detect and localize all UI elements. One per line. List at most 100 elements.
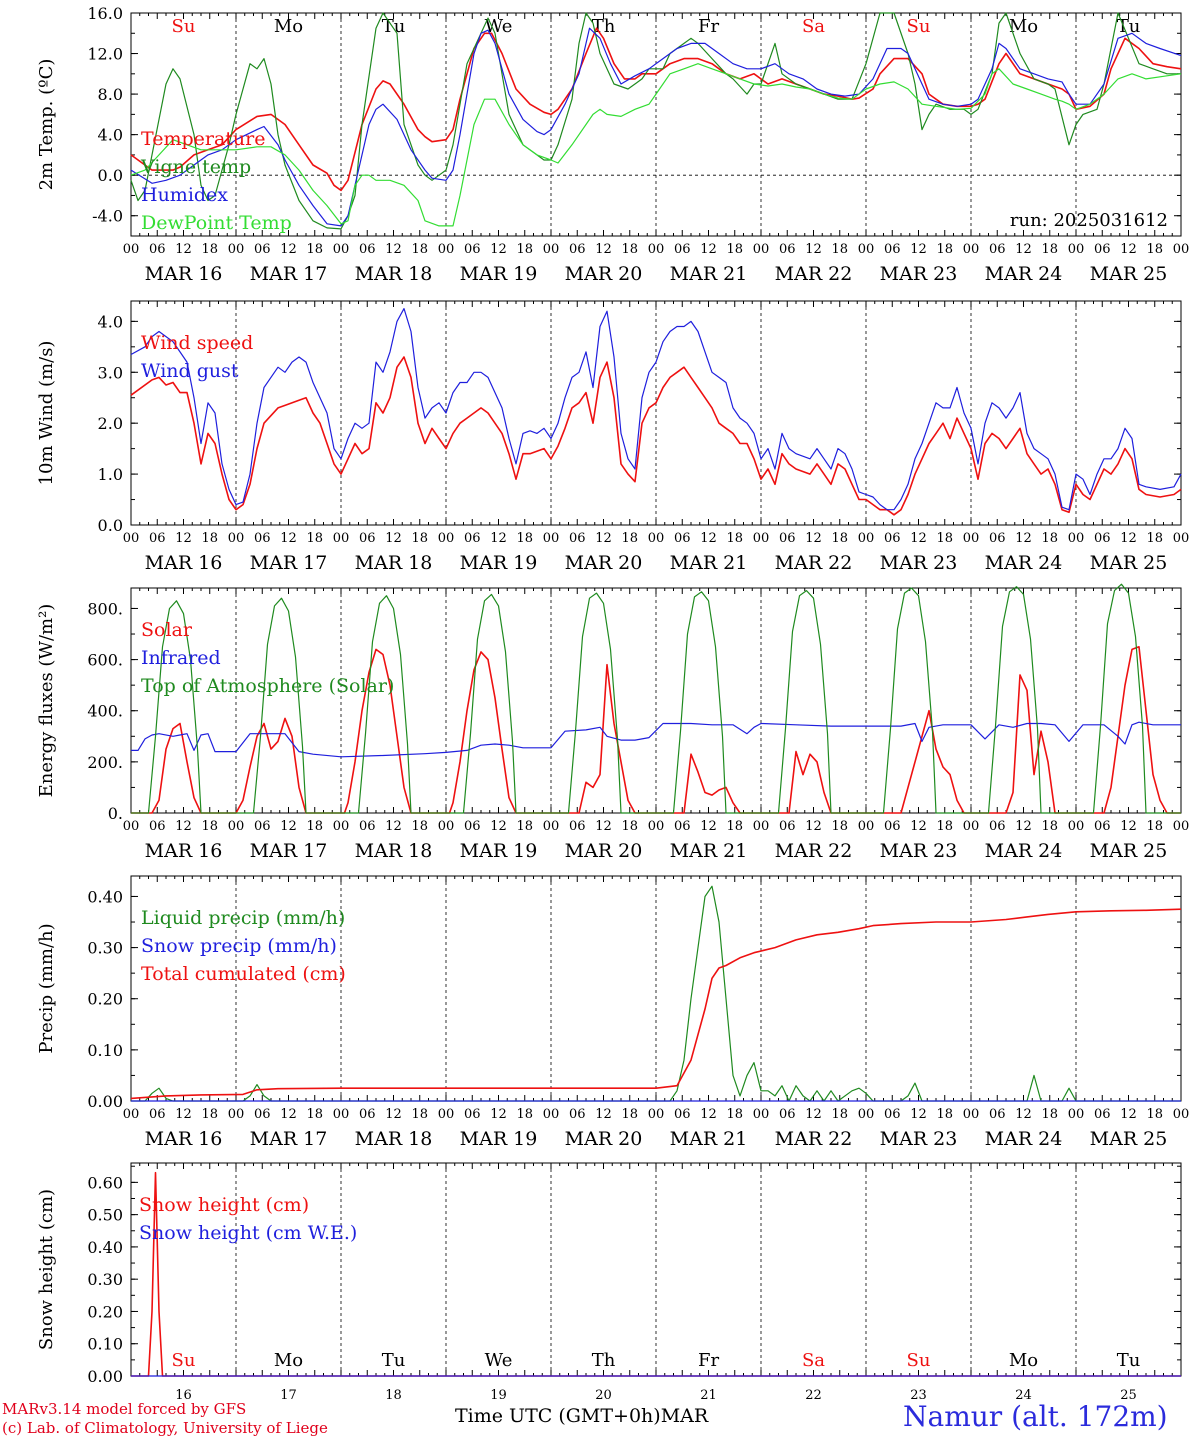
y-tick-label: 0.20 bbox=[87, 990, 123, 1009]
hour-tick-label: 12 bbox=[490, 1107, 507, 1122]
hour-tick-label: 00 bbox=[543, 1107, 560, 1122]
hour-tick-label: 00 bbox=[1173, 531, 1190, 546]
legend-entry: Top of Atmosphere (Solar) bbox=[141, 675, 394, 697]
hour-tick-label: 12 bbox=[700, 242, 717, 257]
series-line-temperature bbox=[130, 27, 1182, 192]
date-label: MAR 24 bbox=[985, 263, 1063, 285]
date-label: MAR 24 bbox=[985, 552, 1063, 574]
panel-1: -4.0 0.0 4.0 8.0 12.0 16.0 2m Temp. (ºC) 00 06 12… bbox=[36, 4, 1189, 285]
hour-tick-label: 12 bbox=[1015, 531, 1032, 546]
legend-entry: Wind speed bbox=[141, 332, 253, 354]
day-number-label: 18 bbox=[385, 1388, 402, 1403]
series-line-wind-speed bbox=[130, 356, 1182, 516]
date-label: MAR 16 bbox=[145, 552, 223, 574]
weekday-label: Tu bbox=[1117, 1350, 1141, 1371]
y-tick-label: 0.30 bbox=[87, 1270, 123, 1289]
hour-tick-label: 12 bbox=[805, 531, 822, 546]
series-line-liquid-precip-mm-h bbox=[131, 885, 1181, 1102]
hour-tick-label: 12 bbox=[1015, 1107, 1032, 1122]
hour-tick-label: 12 bbox=[1120, 819, 1137, 834]
hour-tick-label: 12 bbox=[385, 1107, 402, 1122]
y-tick-label: 200. bbox=[87, 753, 123, 772]
hour-tick-label: 18 bbox=[201, 1107, 218, 1122]
legend-entry: Wind gust bbox=[141, 360, 239, 382]
date-label: MAR 22 bbox=[775, 1128, 853, 1150]
hour-tick-label: 18 bbox=[201, 531, 218, 546]
weekday-label: Mo bbox=[1009, 1350, 1038, 1371]
legend-entry: DewPoint Temp bbox=[141, 212, 292, 234]
date-label: MAR 21 bbox=[670, 552, 748, 574]
date-label: MAR 25 bbox=[1090, 1128, 1168, 1150]
hour-tick-label: 00 bbox=[858, 242, 875, 257]
weekday-label: Th bbox=[592, 16, 616, 37]
hour-tick-label: 12 bbox=[280, 1107, 297, 1122]
hour-tick-label: 18 bbox=[1146, 819, 1163, 834]
date-label: MAR 20 bbox=[565, 552, 643, 574]
hour-tick-label: 12 bbox=[490, 242, 507, 257]
model-credit: MARv3.14 model forced by GFS bbox=[2, 1400, 247, 1418]
date-label: MAR 23 bbox=[880, 263, 958, 285]
hour-tick-label: 12 bbox=[490, 819, 507, 834]
y-tick-label: 2.0 bbox=[98, 414, 123, 433]
date-label: MAR 25 bbox=[1090, 840, 1168, 862]
hour-tick-label: 00 bbox=[333, 242, 350, 257]
hour-tick-label: 18 bbox=[201, 242, 218, 257]
hour-tick-label: 18 bbox=[831, 1107, 848, 1122]
weekday-label: Su bbox=[172, 1350, 196, 1371]
hour-tick-label: 06 bbox=[674, 531, 691, 546]
hour-tick-label: 12 bbox=[280, 242, 297, 257]
legend-entry: Humidex bbox=[141, 184, 228, 206]
y-axis-label: Precip (mm/h) bbox=[36, 923, 57, 1053]
hour-tick-label: 12 bbox=[1120, 531, 1137, 546]
hour-tick-label: 18 bbox=[831, 531, 848, 546]
hour-tick-label: 00 bbox=[648, 1107, 665, 1122]
series-line-wind-gust bbox=[130, 308, 1182, 511]
weekday-label: Su bbox=[172, 16, 196, 37]
hour-tick-label: 06 bbox=[1094, 1107, 1111, 1122]
day-number-label: 22 bbox=[805, 1388, 822, 1403]
hour-tick-label: 06 bbox=[779, 1107, 796, 1122]
hour-tick-label: 00 bbox=[543, 242, 560, 257]
weekday-label: We bbox=[485, 16, 513, 37]
date-label: MAR 16 bbox=[145, 1128, 223, 1150]
hour-tick-label: 12 bbox=[910, 819, 927, 834]
hour-tick-label: 12 bbox=[385, 819, 402, 834]
weekday-label: Tu bbox=[382, 16, 406, 37]
series-line-humidex bbox=[130, 27, 1182, 227]
hour-tick-label: 06 bbox=[1094, 819, 1111, 834]
hour-tick-label: 00 bbox=[648, 819, 665, 834]
y-tick-label: 600. bbox=[87, 651, 123, 670]
y-tick-label: 0.40 bbox=[87, 887, 123, 906]
legend-entry: Infrared bbox=[141, 647, 221, 669]
hour-tick-label: 00 bbox=[333, 819, 350, 834]
weekday-label: Fr bbox=[698, 16, 719, 37]
day-number-label: 21 bbox=[700, 1388, 717, 1403]
weekday-label: Sa bbox=[802, 16, 825, 37]
hour-tick-label: 18 bbox=[1041, 819, 1058, 834]
y-tick-label: 4.0 bbox=[98, 312, 123, 331]
y-tick-label: 0. bbox=[108, 804, 123, 823]
date-label: MAR 20 bbox=[565, 840, 643, 862]
hour-tick-label: 18 bbox=[411, 531, 428, 546]
run-annotation: run: 2025031612 bbox=[1010, 210, 1168, 231]
legend-entry: Snow precip (mm/h) bbox=[141, 935, 337, 957]
hour-tick-label: 06 bbox=[464, 1107, 481, 1122]
hour-tick-label: 00 bbox=[228, 819, 245, 834]
date-label: MAR 19 bbox=[460, 1128, 538, 1150]
date-label: MAR 20 bbox=[565, 1128, 643, 1150]
hour-tick-label: 00 bbox=[648, 531, 665, 546]
hour-tick-label: 00 bbox=[1173, 819, 1190, 834]
y-tick-label: 0.30 bbox=[87, 939, 123, 958]
series-line-total-cumulated-cm bbox=[130, 908, 1182, 1100]
day-number-label: 23 bbox=[910, 1388, 927, 1403]
weekday-label: Mo bbox=[274, 16, 303, 37]
y-tick-label: 800. bbox=[87, 599, 123, 618]
hour-tick-label: 18 bbox=[726, 1107, 743, 1122]
legend-entry: Vigne temp bbox=[140, 156, 251, 178]
hour-tick-label: 12 bbox=[595, 531, 612, 546]
hour-tick-label: 12 bbox=[700, 1107, 717, 1122]
hour-tick-label: 12 bbox=[175, 531, 192, 546]
x-axis-title: Time UTC (GMT+0h)MAR bbox=[455, 1405, 708, 1427]
hour-tick-label: 00 bbox=[648, 242, 665, 257]
